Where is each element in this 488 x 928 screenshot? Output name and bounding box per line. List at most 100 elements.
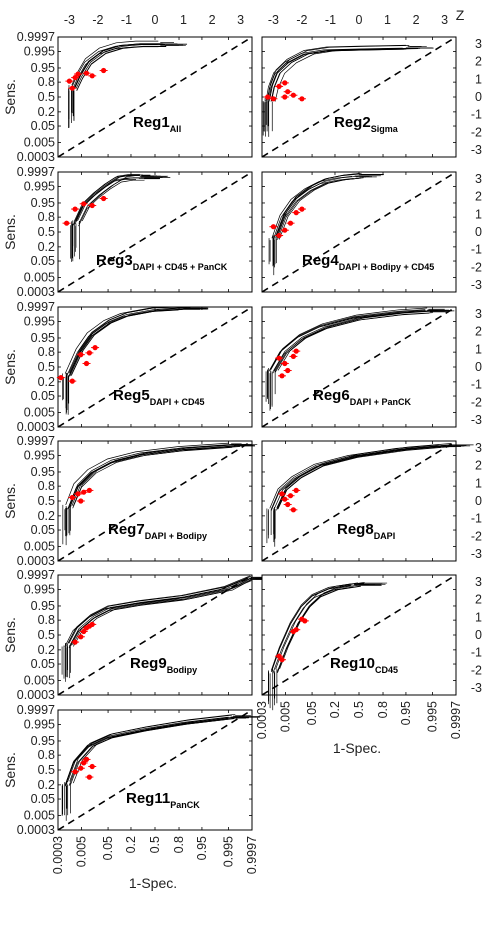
roc-curve [275, 173, 359, 236]
panel-title: Reg2Sigma [334, 114, 399, 134]
chance-diagonal [57, 36, 253, 158]
panel-title-main: Reg1 [133, 114, 170, 131]
roc-curve [272, 178, 354, 241]
y-tick-label: 0.9997 [17, 165, 55, 179]
roc-panel-6: Reg6DAPI + PanCK [261, 306, 457, 428]
z-tick-label-top: -3 [64, 13, 75, 27]
y-tick-label: 0.9997 [17, 434, 55, 448]
z-tick-label-right: -3 [471, 681, 482, 695]
y-tick-label: 0.2 [38, 105, 55, 119]
y-tick-label: 0.0003 [17, 285, 55, 299]
y-axis-label: Sens. [2, 349, 18, 385]
chance-diagonal [261, 171, 457, 293]
panel-title-subscript: DAPI + Bodipy + CD45 [339, 262, 435, 272]
y-tick-label: 0.95 [31, 599, 55, 613]
z-tick-label-right: -2 [471, 395, 482, 409]
z-tick-label-top: -3 [268, 13, 279, 27]
roc-curve [269, 309, 426, 370]
roc-curve [275, 175, 359, 238]
roc-curve [271, 307, 428, 369]
roc-curve [68, 580, 252, 648]
roc-curve [270, 583, 352, 671]
z-tick-label-right: -1 [471, 243, 482, 257]
panel-title-subscript: DAPI [374, 531, 396, 541]
roc-curve [267, 48, 407, 103]
panels-layer: Reg1All Reg2Sigma Reg3DAPI + CD45 + PanCK R… [56, 36, 474, 831]
z-tick-label-right: -2 [471, 125, 482, 139]
y-tick-label: 0.5 [38, 225, 55, 239]
y-tick-label: 0.8 [38, 479, 55, 493]
roc-curve [276, 444, 450, 509]
z-tick-label-right: 1 [475, 72, 482, 86]
y-tick-label: 0.005 [24, 270, 55, 284]
y-tick-label: 0.9997 [17, 300, 55, 314]
z-tick-label-right: -3 [471, 143, 482, 157]
panel-title: Reg6DAPI + PanCK [313, 387, 411, 407]
y-tick-label: 0.995 [24, 315, 55, 329]
z-tick-label-right: -2 [471, 529, 482, 543]
panel-title-main: Reg4 [302, 252, 339, 269]
y-tick-label: 0.995 [24, 718, 55, 732]
panel-title-main: Reg5 [113, 387, 150, 404]
roc-panel-8: Reg8DAPI [261, 440, 474, 562]
roc-curve [67, 714, 232, 783]
y-tick-label: 0.05 [31, 119, 55, 133]
roc-curve [70, 308, 187, 376]
z-tick-label-right: 2 [475, 593, 482, 607]
chance-diagonal [261, 36, 457, 158]
z-tick-label-right: -1 [471, 512, 482, 526]
roc-curve [78, 177, 145, 224]
z-tick-label-right: -1 [471, 378, 482, 392]
z-tick-label-top: 1 [180, 13, 187, 27]
roc-panel-1: Reg1All [57, 36, 253, 158]
roc-panel-2: Reg2Sigma [261, 36, 457, 158]
z-tick-label-right: 0 [475, 628, 482, 642]
panel-title-subscript: Bodipy [167, 665, 198, 675]
roc-curve [76, 45, 167, 91]
z-tick-label-right: 3 [475, 172, 482, 186]
y-tick-label: 0.0003 [17, 554, 55, 568]
x-tick-label: 0.95 [195, 836, 209, 860]
z-tick-label-right: 1 [475, 610, 482, 624]
x-tick-label: 0.9997 [245, 836, 259, 874]
z-tick-label-right: -2 [471, 260, 482, 274]
y-axis-label: Sens. [2, 752, 18, 788]
z-tick-label-top: -1 [325, 13, 336, 27]
z-tick-label-right: -3 [471, 413, 482, 427]
y-tick-label: 0.8 [38, 210, 55, 224]
y-tick-label: 0.2 [38, 509, 55, 523]
y-tick-label: 0.005 [24, 808, 55, 822]
z-tick-label-right: 0 [475, 360, 482, 374]
z-tick-label-right: 3 [475, 441, 482, 455]
x-tick-label: 0.5 [352, 701, 366, 718]
y-tick-label: 0.2 [38, 778, 55, 792]
roc-panel-9: Reg9Bodipy [57, 574, 276, 696]
axes-text-layer: 0.99970.9950.950.80.50.20.050.0050.0003S… [2, 7, 482, 891]
y-tick-label: 0.995 [24, 449, 55, 463]
panel-title: Reg9Bodipy [130, 655, 197, 675]
y-axis-label: Sens. [2, 483, 18, 519]
x-tick-label: 0.9997 [449, 701, 463, 739]
y-tick-label: 0.05 [31, 254, 55, 268]
y-tick-label: 0.5 [38, 628, 55, 642]
roc-curve [72, 179, 136, 226]
panel-title-main: Reg8 [337, 521, 374, 538]
chance-diagonal [261, 440, 457, 562]
panel-title: Reg1All [133, 114, 181, 134]
y-tick-label: 0.05 [31, 792, 55, 806]
z-tick-label-right: -2 [471, 663, 482, 677]
roc-panel-7: Reg7DAPI + Bodipy [57, 440, 258, 562]
z-tick-label-right: 0 [475, 494, 482, 508]
z-tick-label-right: -1 [471, 646, 482, 660]
z-tick-label-top: 3 [441, 13, 448, 27]
roc-curve [64, 306, 177, 374]
roc-curve [70, 717, 237, 785]
z-tick-label-top: 2 [413, 13, 420, 27]
x-tick-label: 0.8 [172, 836, 186, 853]
z-tick-label-top: 0 [356, 13, 363, 27]
roc-panel-3: Reg3DAPI + CD45 + PanCK [57, 171, 253, 293]
roc-curve [69, 306, 185, 373]
y-tick-label: 0.95 [31, 331, 55, 345]
y-axis-label: Sens. [2, 79, 18, 115]
